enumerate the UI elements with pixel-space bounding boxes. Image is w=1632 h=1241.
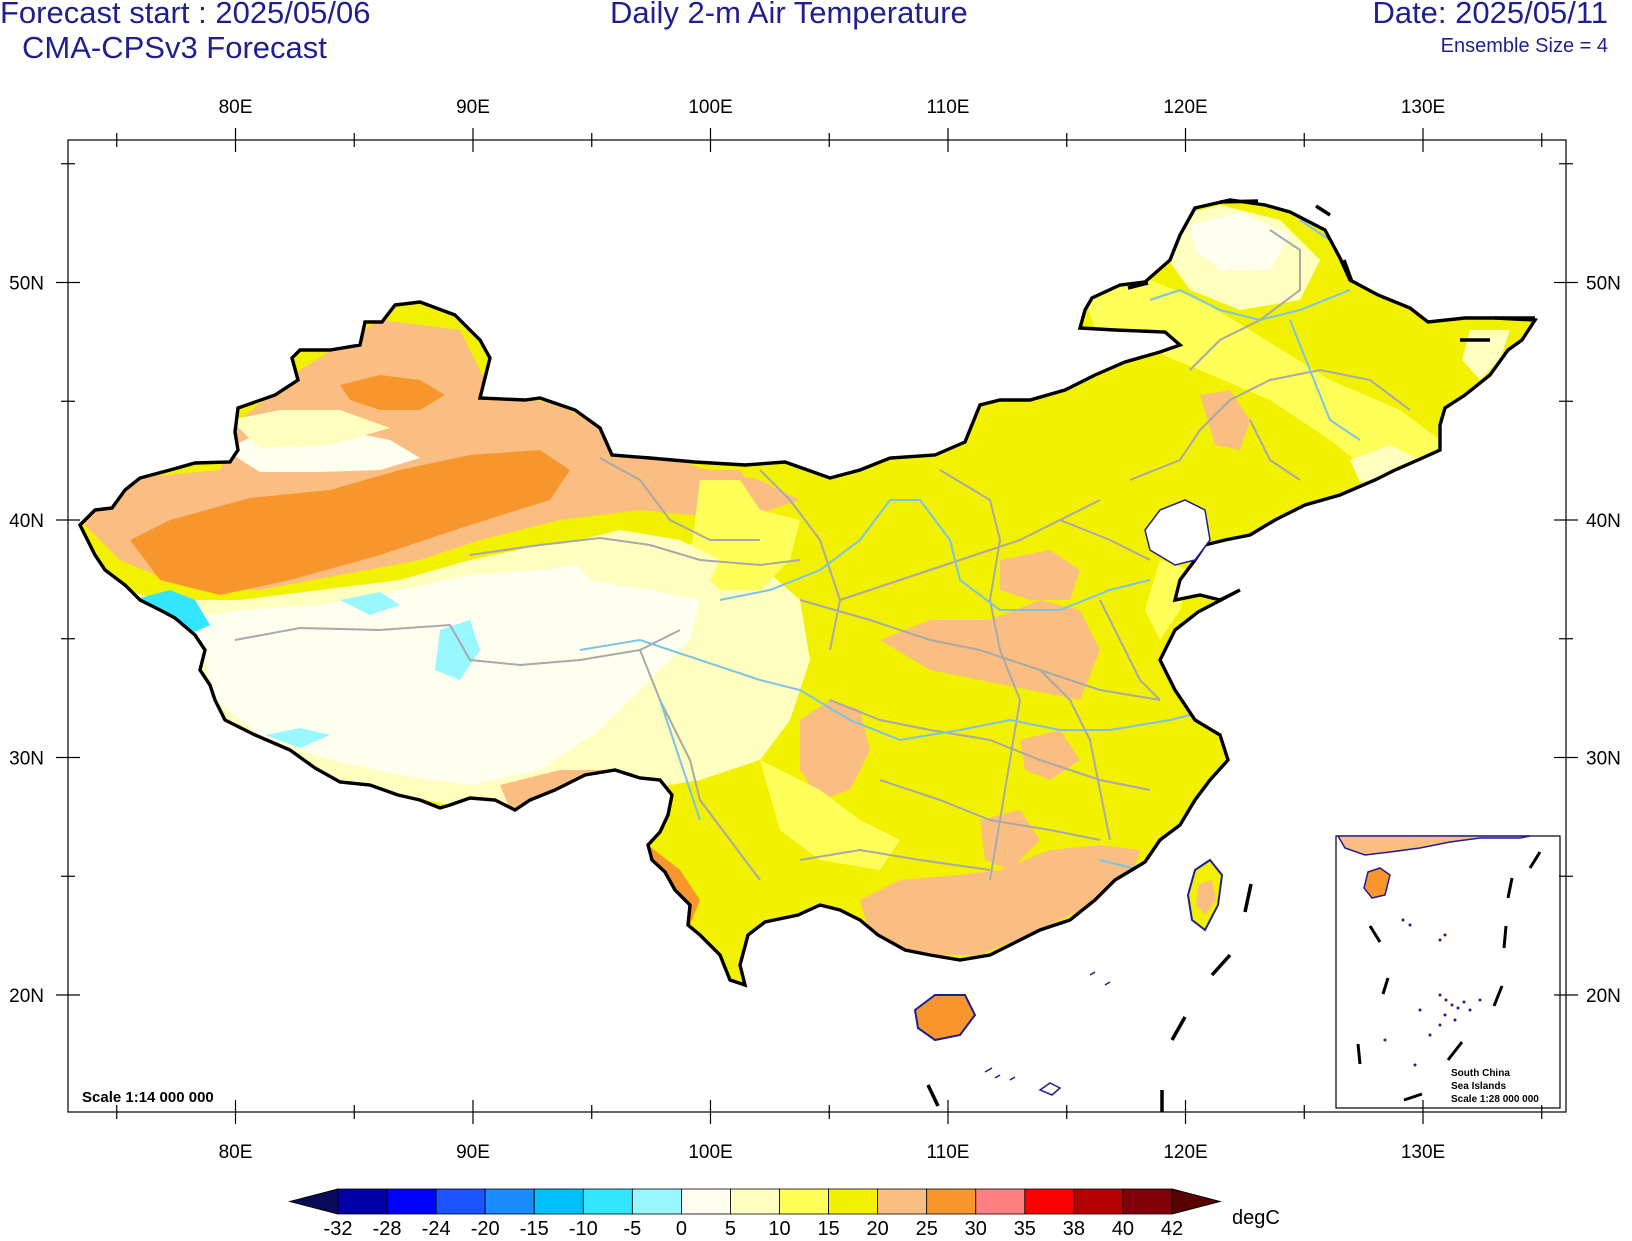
rivers <box>579 219 1361 872</box>
colorbar-unit: degC <box>1232 1207 1280 1229</box>
lon-label-bottom: 110E <box>927 1142 970 1163</box>
colorbar: -32 -28 -24 -20 -15 -10 -5 0 5 10 15 20 25 30 35 38 40 42 <box>288 1188 1222 1240</box>
inset-label-line3: Scale 1:28 000 000 <box>1451 1094 1539 1105</box>
colorbar-tick-label: 0 <box>676 1218 687 1240</box>
lon-label-top: 80E <box>219 97 253 118</box>
colorbar-swatch <box>582 1188 633 1215</box>
lon-label-top: 130E <box>1401 97 1445 118</box>
colorbar-tick-label: 38 <box>1063 1218 1085 1240</box>
inset-mainland <box>1336 835 1531 856</box>
sea-island-marks <box>984 971 1111 1096</box>
colorbar-swatch <box>386 1188 437 1215</box>
colorbar-tick-label: 15 <box>817 1218 839 1240</box>
inset-island-dots <box>1383 918 1482 1067</box>
colorbar-swatch <box>975 1188 1026 1215</box>
ensemble-size-label: Ensemble Size = 4 <box>1440 35 1608 57</box>
inset-dashed-boundary <box>1356 851 1542 1102</box>
lon-label-top: 90E <box>456 97 490 118</box>
colorbar-tick-label: -24 <box>422 1218 451 1240</box>
colorbar-swatch <box>828 1188 879 1215</box>
lat-label-right: 50N <box>1586 274 1621 295</box>
lon-label-top: 120E <box>1163 97 1207 118</box>
province-boundaries <box>234 229 1411 881</box>
colorbar-tick-label: -5 <box>623 1218 641 1240</box>
axis-ticks: 80E 80E 90E 90E 100E 100E 110E 110E 120E 120E 130E… <box>9 97 1621 1163</box>
colorbar-swatch <box>533 1188 584 1215</box>
lat-label-left: 40N <box>9 511 44 532</box>
south-china-sea-inset: South China Sea Islands Scale 1:28 000 0… <box>1335 835 1561 1109</box>
colorbar-tick-label: -28 <box>373 1218 402 1240</box>
taiwan-warm-area <box>1196 880 1216 915</box>
colorbar-swatch <box>435 1188 486 1215</box>
scale-label: Scale 1:14 000 000 <box>82 1089 214 1106</box>
colorbar-swatch <box>730 1188 780 1215</box>
colorbar-tick-label: -32 <box>324 1218 353 1240</box>
lat-label-left: 30N <box>9 749 44 770</box>
inset-label-line1: South China <box>1451 1068 1510 1079</box>
chart-title: Daily 2-m Air Temperature <box>610 0 968 30</box>
colorbar-swatch <box>484 1188 535 1215</box>
colorbar-tick-label: -10 <box>569 1218 598 1240</box>
colorbar-tick-label: -20 <box>471 1218 500 1240</box>
colorbar-swatch <box>1024 1188 1075 1215</box>
lon-label-bottom: 130E <box>1401 1142 1445 1163</box>
colorbar-tick-label: 40 <box>1112 1218 1134 1240</box>
colorbar-swatch <box>926 1188 977 1215</box>
forecast-start-label: Forecast start : 2025/05/06 <box>0 0 371 30</box>
lon-label-bottom: 120E <box>1163 1142 1207 1163</box>
colorbar-swatch <box>1073 1188 1124 1215</box>
colorbar-swatch <box>877 1188 928 1215</box>
colorbar-tick-label: 30 <box>965 1218 987 1240</box>
bohai-sea <box>1144 499 1211 566</box>
lon-label-bottom: 80E <box>219 1142 253 1163</box>
colorbar-min-arrow <box>288 1188 339 1215</box>
colorbar-swatch <box>631 1188 682 1215</box>
colorbar-tick-label: 5 <box>725 1218 736 1240</box>
lat-label-right: 40N <box>1586 511 1621 532</box>
lon-label-top: 110E <box>927 97 970 118</box>
colorbar-swatch <box>681 1188 731 1215</box>
inset-hainan <box>1363 867 1391 899</box>
lat-label-right: 20N <box>1586 986 1621 1007</box>
lon-label-top: 100E <box>688 97 732 118</box>
colorbar-swatch <box>337 1188 388 1215</box>
colorbar-swatch <box>1122 1188 1173 1215</box>
date-label: Date: 2025/05/11 <box>1372 0 1608 30</box>
lat-label-left: 50N <box>9 274 44 295</box>
colorbar-swatch <box>779 1188 829 1215</box>
colorbar-tick-label: -15 <box>520 1218 549 1240</box>
model-label: CMA-CPSv3 Forecast <box>22 30 327 65</box>
lat-label-left: 20N <box>9 986 44 1007</box>
hainan-island <box>913 994 977 1042</box>
colorbar-tick-label: 25 <box>916 1218 938 1240</box>
lon-label-bottom: 90E <box>456 1142 490 1163</box>
dashed-boundary <box>926 199 1535 1112</box>
lon-label-bottom: 100E <box>688 1142 732 1163</box>
colorbar-tick-label: 10 <box>768 1218 790 1240</box>
colorbar-max-arrow <box>1171 1188 1222 1215</box>
lat-label-right: 30N <box>1586 749 1621 770</box>
colorbar-tick-label: 42 <box>1161 1218 1183 1240</box>
colorbar-tick-label: 35 <box>1014 1218 1036 1240</box>
colorbar-tick-label: 20 <box>867 1218 889 1240</box>
inset-label-line2: Sea Islands <box>1451 1081 1506 1092</box>
